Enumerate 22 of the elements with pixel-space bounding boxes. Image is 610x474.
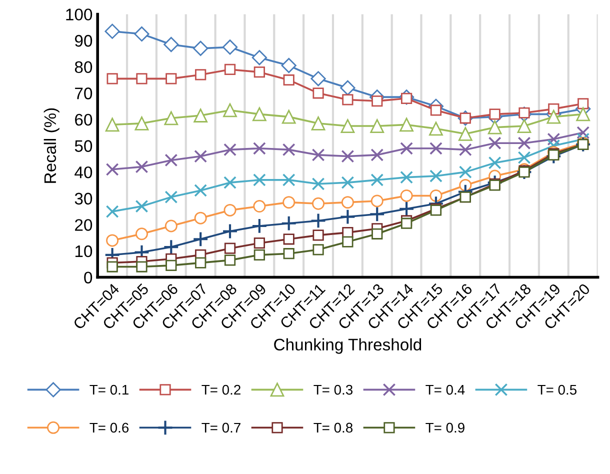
- x-axis-title: Chunking Threshold: [274, 338, 422, 354]
- y-tick-label: 100: [66, 8, 92, 20]
- y-tick-label: 60: [75, 114, 92, 126]
- y-tick-label: 80: [74, 61, 92, 74]
- y-tick-label: 90: [74, 34, 92, 47]
- y-tick-label: 40: [74, 166, 92, 178]
- legend-label: T= 0.4: [426, 384, 465, 395]
- y-tick-label: 50: [74, 140, 92, 152]
- y-tick-label: 30: [74, 192, 92, 205]
- legend-label: T= 0.6: [90, 422, 129, 433]
- legend-label: T= 0.7: [202, 422, 240, 433]
- legend-label: T= 0.3: [314, 384, 353, 395]
- legend-label: T= 0.5: [538, 384, 576, 395]
- y-tick-label: 70: [75, 88, 92, 100]
- y-tick-label: 0: [84, 272, 92, 284]
- legend-label: T= 0.9: [426, 422, 464, 433]
- y-axis-title: Recall (%): [44, 108, 60, 183]
- legend-label: T= 0.8: [314, 422, 353, 433]
- legend-label: T= 0.2: [202, 384, 240, 395]
- y-tick-label: 10: [75, 245, 92, 258]
- legend-label: T= 0.1: [90, 384, 128, 395]
- y-tick-label: 20: [75, 219, 92, 231]
